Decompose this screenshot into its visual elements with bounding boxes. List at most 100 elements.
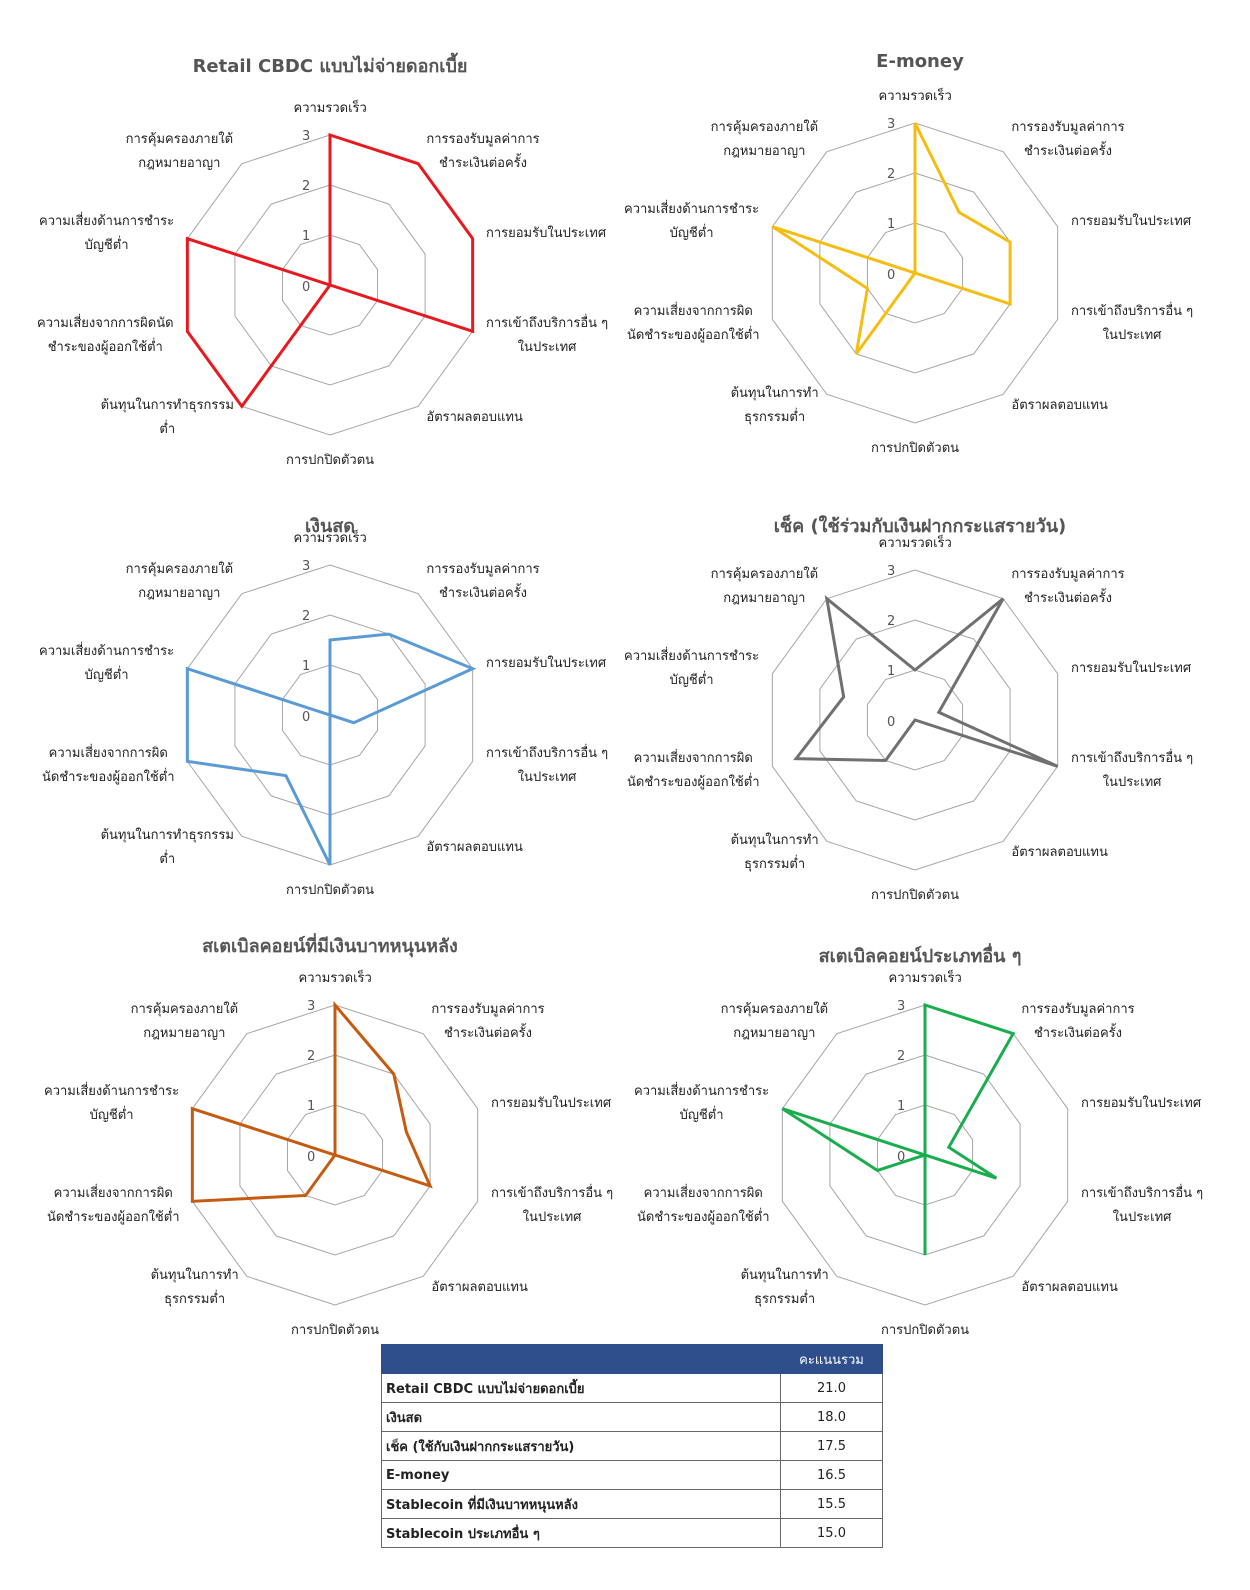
grid-ring (191, 1004, 479, 1306)
grid-ring (234, 184, 426, 386)
axis-label: การรองรับมูลค่าการ ชำระเงินต่อครั้ง (426, 562, 540, 602)
grid-ring (239, 1054, 431, 1256)
score-table-header: คะแนนรวม (381, 1344, 883, 1374)
axis-label: ความรวดเร็ว (878, 536, 952, 551)
tick-label: 1 (887, 217, 895, 232)
axis-label: การรองรับมูลค่าการ ชำระเงินต่อครั้ง (426, 132, 540, 172)
radar-svg: 0 1 2 3 (190, 999, 479, 1306)
table-cell-score: 21.0 (780, 1373, 883, 1403)
radar-chart: E-money 0 1 2 3 ความรวดเร็ว การรองรับมูลค่าการ… (620, 45, 1220, 505)
axis-label: การเข้าถึงบริการอื่น ๆในประเทศ (485, 315, 609, 355)
axis-label: ความรวดเร็ว (298, 971, 372, 986)
axis-label: อัตราผลตอบแทน (1011, 844, 1108, 860)
table-row: Retail CBDC แบบไม่จ่ายดอกเบี้ย 21.0 (381, 1373, 883, 1403)
table-row: E-money 16.5 (381, 1460, 883, 1490)
axis-label: ต้นทุนในการทำธุรกรรมต่ำ (740, 1267, 829, 1307)
tick-label: 0 (897, 1150, 905, 1165)
score-table-header-total: คะแนนรวม (780, 1344, 883, 1374)
axis-label: การเข้าถึงบริการอื่น ๆในประเทศ (1080, 1185, 1204, 1225)
tick-label: 0 (887, 268, 895, 283)
grid-ring (819, 619, 1011, 821)
axis-label: การยอมรับในประเทศ (485, 226, 607, 242)
radar-chart: Retail CBDC แบบไม่จ่ายดอกเบี้ย 0 1 2 3 ความรว… (30, 45, 630, 505)
axis-label: การปกปิดตัวตน (871, 888, 960, 903)
axis-label: ความเสี่ยงด้านการชำระ บัญชีต่ำ (624, 649, 760, 689)
radar-svg: 0 1 2 3 (185, 559, 477, 866)
axis-label: ต้นทุนในการทำธุรกรรมต่ำ (100, 827, 234, 867)
axis-label: การคุ้มครองภายใต้ กฎหมายอาญา (125, 132, 234, 172)
axis-label: ความเสี่ยงจากการผิดนัดชำระของผู้ออกใช้ต่… (627, 750, 760, 790)
tick-label: 1 (302, 659, 310, 674)
axis-label: การปกปิดตัวตน (286, 453, 375, 468)
table-cell-name: Retail CBDC แบบไม่จ่ายดอกเบี้ย (381, 1373, 781, 1403)
series-line (185, 632, 477, 866)
tick-label: 1 (897, 1099, 905, 1114)
table-row: เช็ค (ใช้กับเงินฝากกระแสรายวัน) 17.5 (381, 1431, 883, 1461)
tick-label: 0 (302, 710, 310, 725)
radar-chart: สเตเบิลคอยน์ที่มีเงินบาทหนุนหลัง 0 1 2 3 ความ… (30, 925, 630, 1385)
axis-label: ความเสี่ยงด้านการชำระ บัญชีต่ำ (39, 644, 175, 684)
series-line (190, 1000, 433, 1203)
axis-label: ความเสี่ยงด้านการชำระ บัญชีต่ำ (624, 202, 760, 242)
axis-label: การเข้าถึงบริการอื่น ๆในประเทศ (1070, 750, 1194, 790)
axis-label: ความเสี่ยงจากการผิดนัดชำระของผู้ออกใช้ต่… (37, 315, 174, 355)
chart-title: เงินสด (305, 516, 355, 537)
tick-label: 1 (307, 1099, 315, 1114)
axis-label: อัตราผลตอบแทน (431, 1279, 528, 1295)
axis-label: การคุ้มครองภายใต้ กฎหมายอาญา (710, 120, 819, 160)
radar-chart: เช็ค (ใช้ร่วมกับเงินฝากกระแสรายวัน) 0 1 2 3 ค… (620, 505, 1220, 965)
tick-label: 3 (887, 117, 895, 132)
chart-title: E-money (876, 51, 964, 72)
axis-label: การยอมรับในประเทศ (1080, 1096, 1202, 1112)
score-table-header-blank (381, 1344, 781, 1374)
tick-label: 2 (887, 614, 895, 629)
tick-label: 1 (302, 229, 310, 244)
axis-label: ความรวดเร็ว (878, 89, 952, 104)
axis-label: ต้นทุนในการทำธุรกรรมต่ำ (730, 832, 819, 872)
axis-label: ความรวดเร็ว (888, 971, 962, 986)
axis-label: ความเสี่ยงจากการผิดนัดชำระของผู้ออกใช้ต่… (627, 303, 760, 343)
table-cell-name: E-money (381, 1460, 781, 1490)
radar-chart: เงินสด 0 1 2 3 ความรวดเร็ว การรองรับมูลค่าการช… (30, 505, 630, 965)
tick-label: 1 (887, 664, 895, 679)
tick-label: 2 (302, 609, 310, 624)
radar-svg: 0 1 2 3 (771, 564, 1059, 871)
table-cell-score: 15.5 (780, 1489, 883, 1519)
axis-label: การคุ้มครองภายใต้ กฎหมายอาญา (125, 562, 234, 602)
grid-ring (771, 122, 1059, 424)
series-line (185, 132, 475, 409)
axis-label: การรองรับมูลค่าการ ชำระเงินต่อครั้ง (431, 1002, 545, 1042)
axis-label: การปกปิดตัวตน (291, 1323, 380, 1338)
grid-ring (819, 172, 1011, 374)
table-cell-name: เช็ค (ใช้กับเงินฝากกระแสรายวัน) (381, 1431, 781, 1461)
radar-svg: 0 1 2 3 (185, 129, 475, 436)
axis-label: ต้นทุนในการทำธุรกรรมต่ำ (150, 1267, 239, 1307)
radar-svg: 0 1 2 3 (771, 117, 1059, 424)
axis-label: ความเสี่ยงด้านการชำระ บัญชีต่ำ (634, 1084, 770, 1124)
axis-label: อัตราผลตอบแทน (1021, 1279, 1118, 1295)
table-cell-name: Stablecoin ประเภทอื่น ๆ (381, 1518, 781, 1548)
chart-title: Retail CBDC แบบไม่จ่ายดอกเบี้ย (192, 56, 468, 77)
table-cell-name: เงินสด (381, 1402, 781, 1432)
table-row: Stablecoin ประเภทอื่น ๆ 15.0 (381, 1518, 883, 1548)
axis-label: การเข้าถึงบริการอื่น ๆในประเทศ (1070, 303, 1194, 343)
tick-label: 2 (302, 179, 310, 194)
axis-label: การคุ้มครองภายใต้ กฎหมายอาญา (710, 567, 819, 607)
axis-label: ความรวดเร็ว (293, 101, 367, 116)
axis-label: การเข้าถึงบริการอื่น ๆในประเทศ (490, 1185, 614, 1225)
tick-label: 0 (887, 715, 895, 730)
axis-label: การปกปิดตัวตน (881, 1323, 970, 1338)
tick-label: 3 (302, 129, 310, 144)
tick-label: 2 (897, 1049, 905, 1064)
radar-chart: สเตเบิลคอยน์ประเภทอื่น ๆ 0 1 2 3 ความรวดเร็วก… (620, 935, 1220, 1395)
axis-label: ความเสี่ยงด้านการชำระ บัญชีต่ำ (44, 1084, 180, 1124)
table-cell-name: Stablecoin ที่มีเงินบาทหนุนหลัง (381, 1489, 781, 1519)
table-row: Stablecoin ที่มีเงินบาทหนุนหลัง 15.5 (381, 1489, 883, 1519)
axis-label: การคุ้มครองภายใต้ กฎหมายอาญา (720, 1002, 829, 1042)
tick-label: 3 (302, 559, 310, 574)
grid-ring (866, 222, 964, 324)
axis-label: ความเสี่ยงด้านการชำระ บัญชีต่ำ (39, 214, 175, 254)
axis-label: ต้นทุนในการทำธุรกรรมต่ำ (100, 397, 234, 437)
axis-label: ความเสี่ยงจากการผิดนัดชำระของผู้ออกใช้ต่… (42, 745, 175, 785)
grid-ring (781, 1004, 1069, 1306)
